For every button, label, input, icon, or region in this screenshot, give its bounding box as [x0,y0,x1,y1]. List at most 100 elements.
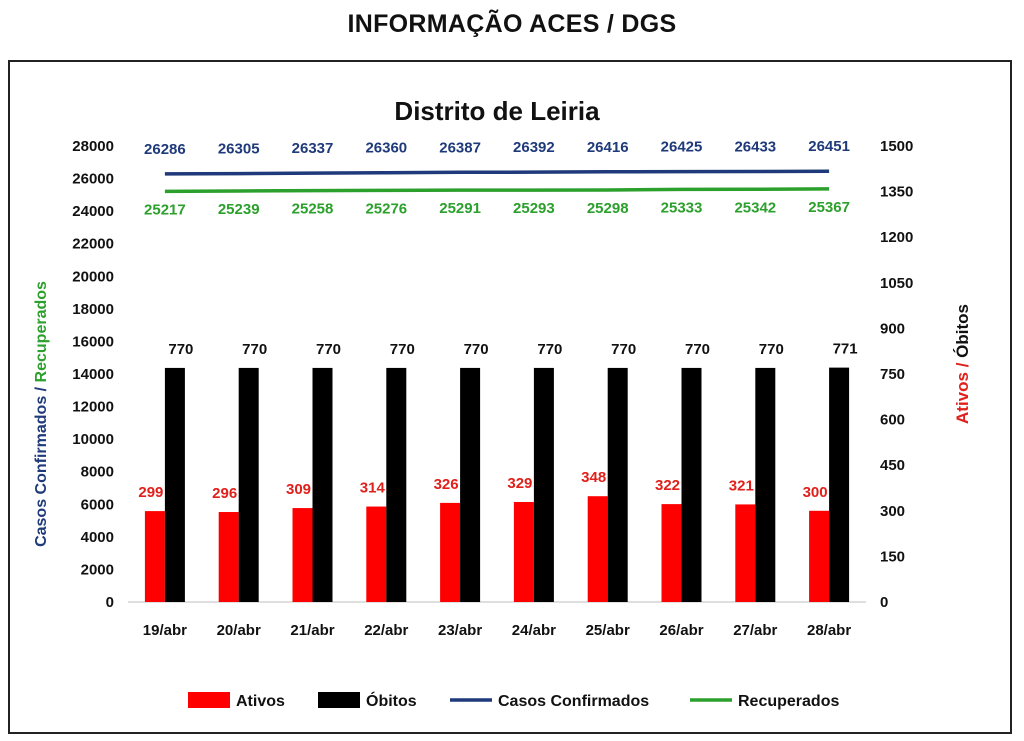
left-axis-tick-label: 0 [106,594,114,611]
bar-ativos [661,504,682,602]
bar-ativos [587,496,608,602]
right-axis-tick-label: 900 [880,320,905,337]
data-label-casos-confirmados: 26416 [587,139,629,156]
legend-label: Casos Confirmados [498,693,649,710]
legend-label: Óbitos [366,691,417,710]
right-axis-tick-label: 1050 [880,275,913,292]
right-axis-tick-label: 1500 [880,138,913,155]
data-label-ativos: 322 [655,477,680,494]
data-label-casos-confirmados: 26451 [808,138,850,155]
line-recuperados [164,187,830,194]
left-axis-tick-label: 4000 [81,529,114,546]
data-label-casos-confirmados: 26337 [292,140,334,157]
data-label-recuperados: 25367 [808,199,850,216]
left-axis-tick-label: 22000 [72,236,114,253]
data-label-obitos: 770 [390,341,415,358]
data-label-obitos: 770 [611,341,636,358]
data-label-recuperados: 25333 [661,199,703,216]
x-axis-category-label: 22/abr [364,622,408,639]
data-label-obitos: 770 [316,341,341,358]
legend-label: Recuperados [738,693,839,710]
bar-obitos [755,367,776,602]
right-axis-tick-label: 300 [880,503,905,520]
x-axis-category-label: 19/abr [143,622,187,639]
right-axis-tick-label: 0 [880,594,888,611]
data-label-casos-confirmados: 26392 [513,139,555,156]
data-label-ativos: 296 [212,485,237,502]
right-axis-tick-label: 450 [880,457,905,474]
bar-obitos [681,367,702,602]
data-label-recuperados: 25342 [734,199,776,216]
data-label-obitos: 770 [168,341,193,358]
data-label-obitos: 771 [833,341,858,358]
data-label-obitos: 770 [464,341,489,358]
x-axis-category-label: 28/abr [807,622,851,639]
bar-ativos [144,511,165,602]
bar-ativos [513,501,534,602]
left-axis-tick-label: 10000 [72,431,114,448]
bar-obitos [386,367,407,602]
bar-ativos [809,510,830,602]
data-label-ativos: 321 [729,477,754,494]
data-label-ativos: 348 [581,469,606,486]
right-axis-tick-label: 1200 [880,229,913,246]
bar-ativos [366,506,387,602]
data-label-recuperados: 25293 [513,200,555,217]
data-label-casos-confirmados: 26433 [734,139,776,156]
bar-obitos [312,367,333,602]
data-label-ativos: 326 [434,476,459,493]
page-title: INFORMAÇÃO ACES / DGS [347,10,677,38]
right-axis-title-part: Ativos [953,372,972,424]
left-axis-tick-label: 8000 [81,464,114,481]
data-label-casos-confirmados: 26387 [439,139,481,156]
left-axis-tick-label: 12000 [72,399,114,416]
x-axis-category-label: 26/abr [659,622,703,639]
left-axis-tick-label: 2000 [81,561,114,578]
bar-ativos [440,502,461,602]
data-label-recuperados: 25298 [587,200,629,217]
data-label-recuperados: 25217 [144,201,186,218]
data-label-ativos: 314 [360,480,386,497]
bar-obitos [164,367,185,602]
line-casos-confirmados [164,169,830,176]
data-label-ativos: 300 [803,484,828,501]
data-label-obitos: 770 [759,341,784,358]
legend-swatch [188,692,230,708]
data-label-recuperados: 25291 [439,200,481,217]
legend-label: Ativos [236,693,285,710]
bar-obitos [533,367,554,602]
bar-obitos [460,367,481,602]
data-label-recuperados: 25276 [365,200,407,217]
left-axis-tick-label: 26000 [72,171,114,188]
data-label-obitos: 770 [242,341,267,358]
chart-svg: Distrito de Leiria0200040006000800010000… [33,96,972,710]
data-label-obitos: 770 [685,341,710,358]
left-axis-tick-label: 28000 [72,138,114,155]
right-axis-tick-label: 1350 [880,184,913,201]
data-label-casos-confirmados: 26286 [144,141,186,158]
legend-swatch [318,692,360,708]
bar-obitos [829,367,850,602]
data-label-casos-confirmados: 26425 [661,139,703,156]
right-axis-title: Ativos / Óbitos [953,304,972,424]
left-axis-title: Casos Confirmados / Recuperados [33,281,50,547]
x-axis-category-label: 23/abr [438,622,482,639]
right-axis-title-part: Óbitos [953,304,972,358]
right-axis-tick-label: 150 [880,548,905,565]
right-axis-tick-label: 600 [880,412,905,429]
chart-frame: Distrito de Leiria 0 2000 4000 6000 8000 10000… [8,60,1012,734]
x-axis-category-label: 27/abr [733,622,777,639]
left-axis-tick-label: 24000 [72,203,114,220]
left-axis-tick-label: 18000 [72,301,114,318]
left-axis-title-part: / [33,382,50,395]
left-axis-title-part: Recuperados [33,281,50,382]
data-label-ativos: 329 [507,475,532,492]
data-label-recuperados: 25258 [292,201,334,218]
x-axis-category-label: 25/abr [586,622,630,639]
data-label-recuperados: 25239 [218,201,260,218]
right-axis-title-part: / [953,358,972,372]
bar-obitos [607,367,628,602]
left-axis-title-part: Casos Confirmados [33,396,50,547]
left-axis-tick-label: 14000 [72,366,114,383]
data-label-ativos: 299 [138,484,163,501]
